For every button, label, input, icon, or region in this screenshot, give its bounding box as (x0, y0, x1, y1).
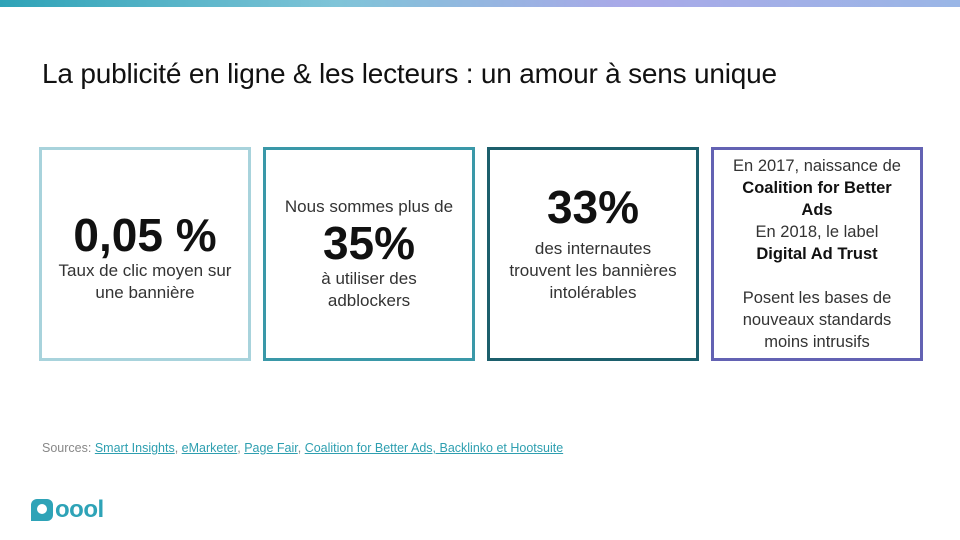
stat-value: 33% (546, 181, 640, 233)
sources-label: Sources: (42, 441, 92, 455)
info-line: nouveaux standards (742, 311, 892, 329)
stat-desc-line: trouvent les bannières (509, 261, 677, 280)
stat-desc-line: des internautes (534, 239, 652, 258)
info-line: En 2018, le label (755, 223, 879, 241)
source-link-emarketer[interactable]: eMarketer (181, 441, 238, 455)
stat-desc-line: Taux de clic moyen sur (58, 261, 232, 280)
page-title: La publicité en ligne & les lecteurs : u… (42, 58, 777, 89)
stat-card-click-rate: 0,05 % Taux de clic moyen sur une banniè… (39, 147, 251, 361)
stat-desc-line: adblockers (327, 291, 411, 310)
source-link-smart-insights[interactable]: Smart Insights (94, 441, 175, 455)
info-line: En 2017, naissance de (733, 157, 901, 175)
source-link-page-fair[interactable]: Page Fair (244, 441, 298, 455)
source-link-coalition[interactable]: Coalition for Better Ads, Backlinko et H… (304, 441, 564, 455)
stat-card-adblockers: Nous sommes plus de 35% à utiliser des a… (263, 147, 475, 361)
stat-pre-text: Nous sommes plus de (284, 197, 454, 216)
stat-desc-line: à utiliser des (321, 269, 417, 288)
stat-value: 35% (322, 217, 416, 269)
info-line: moins intrusifs (764, 333, 870, 351)
info-bold-line: Digital Ad Trust (756, 245, 878, 263)
info-bold-line: Ads (801, 201, 833, 219)
info-line: Posent les bases de (742, 289, 892, 307)
top-accent-bar (0, 0, 960, 7)
sources-line: Sources: Smart Insights, eMarketer, Page… (42, 441, 564, 455)
info-card-coalition: En 2017, naissance de Coalition for Bett… (711, 147, 923, 361)
info-bold-line: Coalition for Better (742, 179, 892, 197)
stat-card-intolerable: 33% des internautes trouvent les bannièr… (487, 147, 699, 361)
stat-desc-line: une bannière (95, 283, 195, 302)
logo-text: oool (55, 496, 104, 523)
stat-desc-line: intolérables (549, 283, 637, 302)
poool-logo: oool (31, 496, 104, 523)
stat-value: 0,05 % (73, 209, 217, 261)
logo-p-icon (31, 499, 53, 521)
